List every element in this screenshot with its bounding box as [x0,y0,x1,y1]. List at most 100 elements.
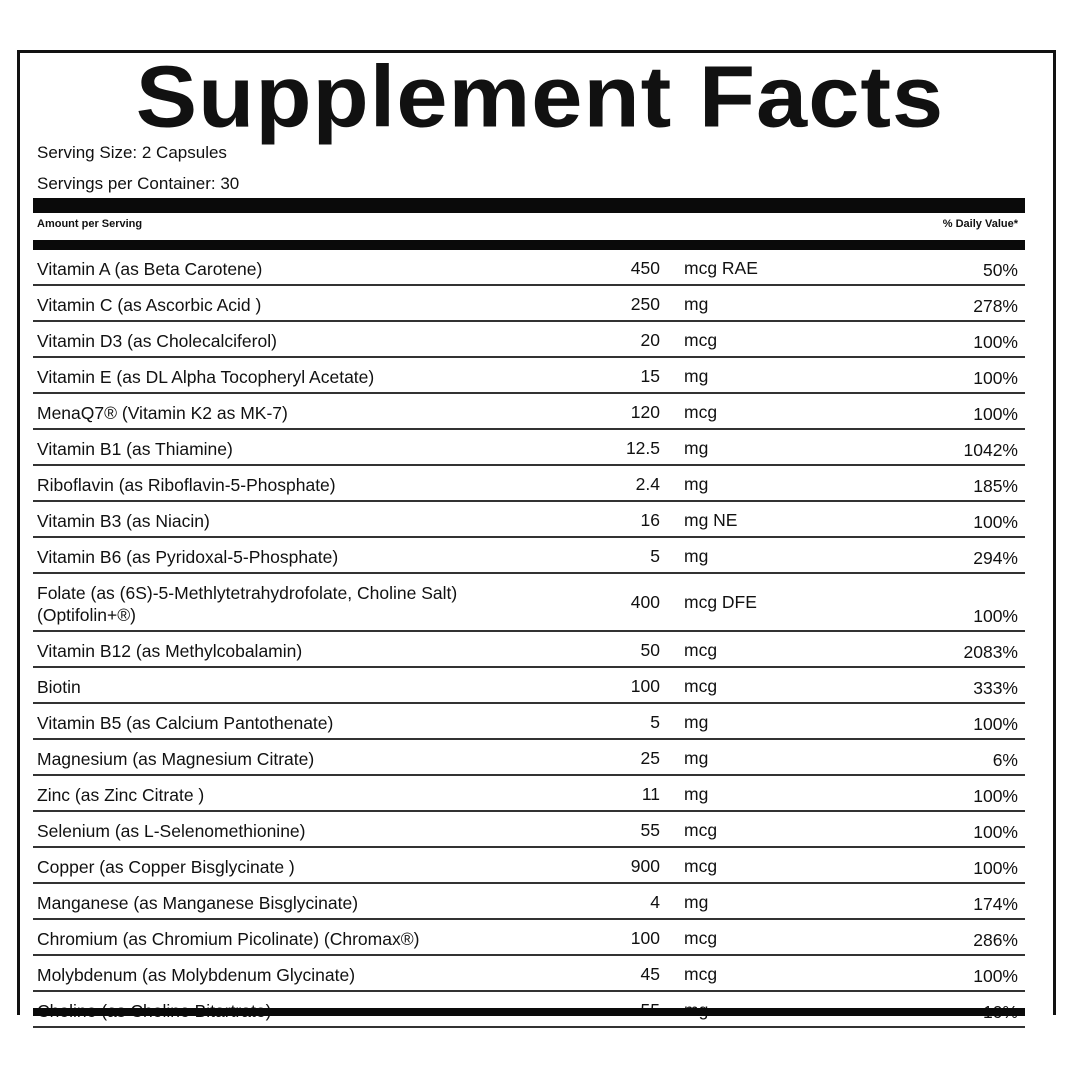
nutrient-unit: mg [684,784,709,804]
nutrient-name: Riboflavin (as Riboflavin-5-Phosphate) [37,475,336,495]
table-row: Selenium (as L-Selenomethionine) 55 mcg 100… [33,812,1025,848]
column-header: Amount per Serving % Daily Value* [37,218,1018,230]
nutrient-unit: mg [684,294,709,314]
nutrient-dv: 174% [973,894,1018,914]
table-row: Chromium (as Chromium Picolinate) (Chrom… [33,920,1025,956]
nutrient-name: Folate (as (6S)-5-Methlytetrahydrofolate… [37,583,458,625]
amount-header: Amount per Serving [37,218,143,230]
nutrient-unit: mg NE [684,510,738,530]
nutrient-amount: 45 [640,964,660,984]
nutrient-dv: 1042% [963,440,1019,460]
nutrient-name: Copper (as Copper Bisglycinate ) [37,857,295,877]
table-row: Magnesium (as Magnesium Citrate) 25 mg 6% [33,740,1025,776]
nutrient-amount: 120 [630,402,660,422]
nutrient-unit: mg [684,546,709,566]
nutrient-name: Vitamin B5 (as Calcium Pantothenate) [37,713,334,733]
nutrient-name: MenaQ7® (Vitamin K2 as MK-7) [37,403,288,423]
table-row: Zinc (as Zinc Citrate ) 11 mg 100% [33,776,1025,812]
serving-size: Serving Size: 2 Capsules [37,143,227,162]
nutrient-dv: 100% [973,714,1018,734]
nutrient-amount: 11 [641,784,660,804]
servings-per-container: Servings per Container: 30 [37,174,240,193]
nutrient-dv: 286% [973,930,1018,950]
table-row: Riboflavin (as Riboflavin-5-Phosphate) 2.… [33,466,1025,502]
thick-divider [33,198,1025,213]
nutrient-amount: 4 [650,892,660,912]
bottom-divider [33,1008,1025,1016]
nutrient-name: Zinc (as Zinc Citrate ) [37,785,205,805]
nutrient-dv: 185% [973,476,1018,496]
nutrient-name: Vitamin B6 (as Pyridoxal-5-Phosphate) [37,547,339,567]
nutrient-dv: 100% [973,786,1018,806]
table-row: Vitamin E (as DL Alpha Tocopheryl Acetat… [33,358,1025,394]
nutrient-amount: 25 [640,748,660,768]
table-row: Biotin 100 mcg 333% [33,668,1025,704]
nutrient-name: Vitamin A (as Beta Carotene) [37,259,263,279]
nutrient-dv: 100% [973,858,1018,878]
nutrient-name: Magnesium (as Magnesium Citrate) [37,749,315,769]
nutrient-unit: mg [684,712,709,732]
nutrient-amount: 55 [640,820,660,840]
table-row: Folate (as (6S)-5-Methlytetrahydrofolate… [33,574,1025,632]
nutrient-amount: 100 [630,928,660,948]
nutrient-amount: 16 [640,510,660,530]
nutrient-amount: 5 [650,546,660,566]
label-title: Supplement Facts [135,48,945,146]
nutrient-amount: 2.4 [635,474,660,494]
nutrient-dv: 2083% [963,642,1019,662]
nutrient-unit: mcg RAE [684,258,758,278]
nutrient-dv: 50% [982,260,1018,280]
nutrient-amount: 450 [630,258,660,278]
nutrient-unit: mg [684,892,709,912]
label-border [17,50,1056,1015]
nutrient-unit: mcg [684,964,718,984]
nutrient-unit: mcg [684,856,718,876]
nutrient-unit: mcg [684,402,718,422]
nutrient-name: Vitamin C (as Ascorbic Acid ) [37,295,262,315]
table-row: Vitamin B12 (as Methylcobalamin) 50 mcg 208… [33,632,1025,668]
nutrient-amount: 900 [630,856,660,876]
table-row: MenaQ7® (Vitamin K2 as MK-7) 120 mcg 100% [33,394,1025,430]
table-row: Vitamin B3 (as Niacin) 16 mg NE 100% [33,502,1025,538]
nutrient-name: Vitamin D3 (as Cholecalciferol) [37,331,277,351]
nutrient-dv: 278% [973,296,1018,316]
nutrient-unit: mg [684,474,709,494]
nutrient-amount: 5 [650,712,660,732]
nutrient-unit: mcg [684,820,718,840]
nutrient-dv: 100% [973,822,1018,842]
table-row: Vitamin B1 (as Thiamine) 12.5 mg 1042% [33,430,1025,466]
nutrient-name: Vitamin B1 (as Thiamine) [37,439,233,459]
nutrient-name: Vitamin B3 (as Niacin) [37,511,210,531]
nutrient-name: Molybdenum (as Molybdenum Glycinate) [37,965,356,985]
table-row: Vitamin C (as Ascorbic Acid ) 250 mg 278% [33,286,1025,322]
nutrient-dv: 333% [973,678,1018,698]
table-row: Vitamin B6 (as Pyridoxal-5-Phosphate) 5 mg… [33,538,1025,574]
nutrient-unit: mcg [684,928,718,948]
table-row: Vitamin A (as Beta Carotene) 450 mcg RAE 50… [33,250,1025,286]
nutrient-amount: 12.5 [625,438,660,458]
nutrient-name: Vitamin B12 (as Methylcobalamin) [37,641,303,661]
nutrient-name: Biotin [37,677,81,697]
nutrient-amount: 100 [630,676,660,696]
nutrient-table: Vitamin A (as Beta Carotene) 450 mcg RAE 50… [33,250,1025,1028]
nutrient-unit: mcg [684,330,718,350]
nutrient-amount: 15 [640,366,660,386]
dv-header: % Daily Value* [942,218,1018,230]
nutrient-name: Selenium (as L-Selenomethionine) [37,821,306,841]
table-row: Manganese (as Manganese Bisglycinate) 4 mg… [33,884,1025,920]
nutrient-dv: 294% [973,548,1018,568]
nutrient-unit: mcg DFE [684,592,757,612]
nutrient-name: Manganese (as Manganese Bisglycinate) [37,893,359,913]
table-row: Vitamin D3 (as Cholecalciferol) 20 mcg 100% [33,322,1025,358]
nutrient-amount: 20 [640,330,660,350]
nutrient-dv: 100% [973,512,1018,532]
table-row: Vitamin B5 (as Calcium Pantothenate) 5 mg 1… [33,704,1025,740]
nutrient-dv: 100% [973,368,1018,388]
nutrient-unit: mcg [684,676,718,696]
nutrient-unit: mg [684,366,709,386]
nutrient-dv: 100% [973,404,1018,424]
table-row: Molybdenum (as Molybdenum Glycinate) 45 mc… [33,956,1025,992]
nutrient-amount: 400 [630,592,660,612]
nutrient-amount: 250 [630,294,660,314]
nutrient-unit: mg [684,748,709,768]
